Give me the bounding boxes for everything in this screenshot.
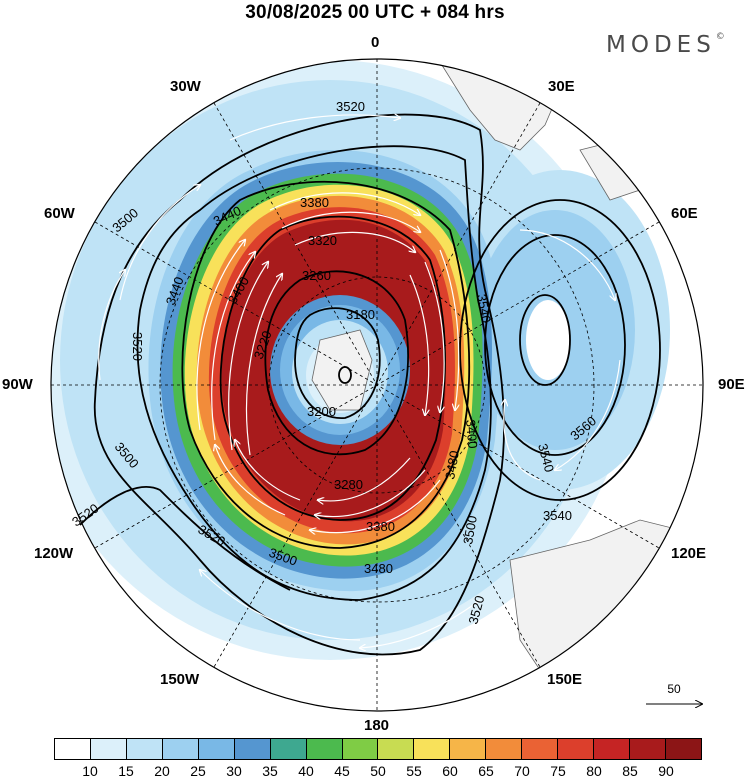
lon-label-0: 0 — [371, 34, 380, 51]
contour-label: 3380 — [366, 519, 395, 534]
contour-label: 3540 — [535, 442, 557, 474]
colorbar-tick-label: 60 — [442, 763, 458, 779]
lon-label-30w: 30W — [170, 78, 201, 95]
colorbar-cell — [198, 739, 235, 759]
lon-label-30e: 30E — [548, 78, 575, 95]
colorbar-tick-label: 50 — [370, 763, 386, 779]
lon-label-60w: 60W — [44, 205, 75, 222]
colorbar-tick-label: 65 — [478, 763, 494, 779]
colorbar-tick-label: 25 — [190, 763, 206, 779]
copyright-mark: © — [715, 32, 725, 42]
colorbar-cell — [522, 739, 559, 759]
vector-reference: 50 — [644, 682, 704, 712]
map-title: 30/08/2025 00 UTC + 084 hrs — [245, 2, 505, 23]
colorbar-cell — [378, 739, 415, 759]
colorbar-cell — [342, 739, 379, 759]
contour-label: 3400 — [463, 419, 480, 449]
contour-label: 3540 — [474, 293, 494, 324]
colorbar-cell — [558, 739, 595, 759]
colorbar-tick-label: 80 — [586, 763, 602, 779]
colorbar-ticks: 10 15 20 25 30 35 40 45 50 55 60 65 70 75 80 85 90 — [54, 763, 702, 781]
lon-label-90e: 90E — [718, 376, 745, 393]
colorbar-cell — [630, 739, 666, 759]
colorbar-tick-label: 45 — [334, 763, 350, 779]
colorbar-cell — [450, 739, 487, 759]
graticule — [51, 59, 703, 711]
contour-label: 3200 — [307, 404, 336, 419]
lon-label-150w: 150W — [160, 671, 200, 688]
contour-label: 3180 — [346, 307, 375, 322]
colorbar-cell — [55, 739, 91, 759]
wind-vectors — [98, 115, 621, 648]
colorbar-tick-label: 90 — [658, 763, 674, 779]
colorbar-cell — [234, 739, 271, 759]
contour-label: 3260 — [302, 268, 331, 283]
height-contours — [79, 113, 661, 656]
lon-label-60e: 60E — [671, 205, 698, 222]
colorbar-tick-label: 70 — [514, 763, 530, 779]
colorbar-cell — [414, 739, 451, 759]
contour-label: 3520 — [336, 99, 365, 114]
colorbar-tick-label: 85 — [622, 763, 638, 779]
colorbar-tick-label: 15 — [118, 763, 134, 779]
contour-label: 3380 — [300, 195, 329, 210]
colorbar-tick-label: 35 — [262, 763, 278, 779]
colorbar-tick-label: 40 — [298, 763, 314, 779]
contour-label: 3320 — [308, 233, 337, 248]
contour-label: 3540 — [543, 508, 572, 523]
contour-label: 3500 — [460, 514, 480, 545]
contour-label-group: 3520 3500 3440 3440 3380 3320 3260 3180 … — [69, 99, 599, 626]
colorbar-tick-label: 55 — [406, 763, 422, 779]
colorbar-tick-label: 10 — [82, 763, 98, 779]
colorbar-cell — [306, 739, 343, 759]
vector-reference-arrow-icon — [646, 682, 704, 712]
colorbar-tick-label: 30 — [226, 763, 242, 779]
lon-label-180: 180 — [364, 717, 390, 734]
colorbar-cell — [126, 739, 163, 759]
lon-label-120w: 120W — [34, 545, 74, 562]
wind-speed-field — [51, 59, 703, 711]
colorbar-cell — [162, 739, 199, 759]
contour-label: 3520 — [465, 594, 487, 626]
colorbar-cell — [90, 739, 127, 759]
colorbar-tick-label: 20 — [154, 763, 170, 779]
contour-label: 3280 — [334, 477, 363, 492]
colorbar-cell — [270, 739, 307, 759]
lon-label-120e: 120E — [671, 545, 707, 562]
colorbar — [54, 738, 702, 760]
colorbar-tick-label: 75 — [550, 763, 566, 779]
brand-logo: MODES© — [606, 32, 725, 58]
contour-label: 3480 — [364, 561, 393, 576]
contour-label: 3520 — [130, 332, 145, 361]
contour-label: 3480 — [442, 449, 462, 480]
colorbar-cell — [486, 739, 523, 759]
map-boundary — [50, 58, 704, 712]
colorbar-cell — [594, 739, 630, 759]
vector-reference-label: 50 — [667, 682, 681, 696]
colorbar-cell — [665, 739, 701, 759]
brand-name: MODES — [606, 32, 716, 58]
lon-label-90w: 90W — [2, 376, 33, 393]
lon-label-150e: 150E — [547, 671, 583, 688]
